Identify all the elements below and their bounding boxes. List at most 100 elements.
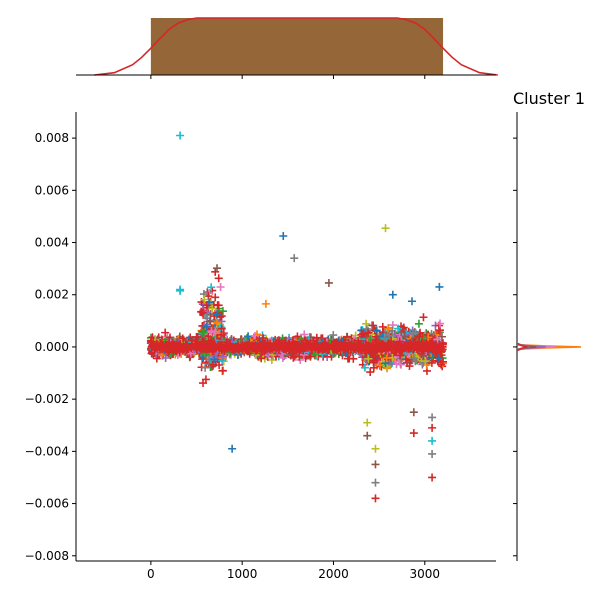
right-marginal-kde (517, 343, 582, 351)
scatter-point-outlier (176, 286, 185, 295)
scatter-point (400, 332, 409, 341)
scatter-point (385, 331, 394, 340)
scatter-point (320, 340, 329, 349)
scatter-point (201, 363, 210, 372)
scatter-point (202, 301, 211, 310)
scatter-point (217, 330, 226, 339)
scatter-point (166, 342, 175, 351)
scatter-point (310, 350, 319, 359)
scatter-point (371, 353, 380, 362)
scatter-point (314, 344, 323, 353)
scatter-point (437, 332, 446, 341)
scatter-point (436, 319, 445, 328)
scatter-point (419, 313, 428, 322)
scatter-point (364, 354, 373, 363)
scatter-point (218, 352, 227, 361)
scatter-point (216, 282, 225, 291)
scatter-point (291, 343, 300, 352)
scatter-point (267, 343, 276, 352)
scatter-point-outlier (388, 290, 397, 299)
scatter-point (204, 332, 213, 341)
scatter-point (435, 326, 444, 335)
scatter-point (433, 335, 442, 344)
scatter-point (302, 342, 311, 351)
scatter-point (216, 323, 225, 332)
scatter-point (331, 345, 340, 354)
scatter-point (439, 357, 448, 366)
scatter-point-outlier (363, 418, 372, 427)
scatter-point (356, 342, 365, 351)
scatter-point (384, 324, 393, 333)
scatter-point (276, 341, 285, 350)
scatter-point (227, 344, 236, 353)
scatter-point (211, 327, 220, 336)
x-axis-ticks: 0 1000 2000 3000 (147, 561, 440, 581)
scatter-point (399, 323, 408, 332)
scatter-point (382, 354, 391, 363)
scatter-point (152, 342, 161, 351)
scatter-point-outlier (428, 413, 437, 422)
scatter-point (208, 304, 217, 313)
scatter-point (366, 368, 375, 377)
scatter-point (409, 328, 418, 337)
y-tick-label: 0.006 (35, 183, 69, 197)
y-tick-label: 0.004 (35, 236, 69, 250)
scatter-point (202, 322, 211, 331)
histogram-bar (150, 18, 444, 75)
scatter-point (172, 347, 181, 356)
scatter-point (437, 346, 446, 355)
y-tick-label: 0.002 (35, 288, 69, 302)
y-tick-label: −0.008 (25, 549, 69, 563)
scatter-point-outlier (228, 444, 237, 453)
scatter-point (298, 343, 307, 352)
top-kde-line (94, 17, 498, 76)
y-tick-label: −0.004 (25, 444, 69, 458)
scatter-point (369, 358, 378, 367)
scatter-point (362, 324, 371, 333)
scatter-point (412, 342, 421, 351)
scatter-point (218, 344, 227, 353)
scatter-point (207, 283, 216, 292)
scatter-point-outlier (428, 423, 437, 432)
scatter-point (161, 328, 170, 337)
scatter-point (213, 264, 222, 273)
scatter-point (357, 330, 366, 339)
scatter-point (213, 310, 222, 319)
scatter-point-outlier (408, 297, 416, 306)
scatter-point (218, 307, 227, 316)
scatter-point (255, 344, 264, 353)
x-tick-label: 0 (147, 567, 155, 581)
scatter-point (295, 352, 304, 361)
scatter-point (419, 333, 428, 342)
scatter-point-outlier (409, 408, 418, 417)
y-tick-label: −0.002 (25, 392, 69, 406)
scatter-point (278, 353, 287, 362)
scatter-point (371, 338, 380, 347)
scatter-point (218, 366, 227, 375)
scatter-point (406, 339, 415, 348)
scatter-point (271, 344, 280, 353)
x-tick-label: 3000 (410, 567, 441, 581)
scatter-point-outlier (371, 478, 380, 487)
scatter-point (376, 361, 385, 370)
scatter-point (211, 293, 220, 302)
scatter-point (242, 341, 251, 350)
scatter-point (257, 354, 266, 363)
scatter-point (431, 345, 440, 354)
scatter-point (306, 343, 315, 352)
scatter-point (196, 345, 205, 354)
right-marginal-ticks (513, 137, 517, 557)
scatter-point (200, 295, 209, 304)
top-marginal-histogram (94, 17, 498, 76)
scatter-point (244, 332, 253, 341)
scatter-point-outlier (261, 299, 270, 308)
y-axis-ticks: −0.008 −0.006 −0.004 −0.002 0.000 0.002 0.004 0… (25, 131, 76, 563)
scatter-point (345, 354, 354, 363)
scatter-point (350, 339, 359, 348)
scatter-point (415, 332, 424, 341)
scatter-point (161, 353, 170, 362)
scatter-point-outlier (176, 131, 185, 140)
scatter-point (388, 326, 397, 335)
scatter-point (201, 375, 210, 384)
